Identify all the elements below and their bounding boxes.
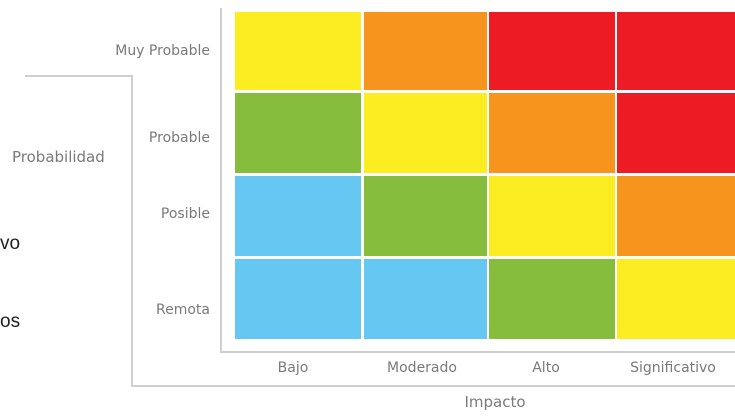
heatmap-cell: [489, 176, 615, 256]
heatmap-cell: [617, 12, 735, 90]
heatmap-cell: [364, 93, 487, 173]
side-text-fragment: os: [0, 311, 21, 332]
heatmap-cell: [235, 176, 361, 256]
row-label-muy-probable: Muy Probable: [115, 43, 210, 59]
heatmap-cell: [364, 12, 487, 90]
y-axis-line: [220, 8, 222, 353]
y-axis-title: Probabilidad: [12, 148, 105, 166]
y-axis-title-rule: [25, 75, 133, 77]
row-label-posible: Posible: [160, 206, 210, 222]
row-label-probable: Probable: [148, 130, 210, 146]
heatmap-cell: [235, 259, 361, 339]
row-label-remota: Remota: [156, 302, 210, 318]
col-label-alto: Alto: [532, 360, 560, 376]
col-label-bajo: Bajo: [277, 360, 309, 376]
heatmap-cell: [617, 259, 735, 339]
heatmap-cell: [364, 259, 487, 339]
heatmap-cell: [489, 93, 615, 173]
heatmap-cell: [617, 93, 735, 173]
col-label-significativo: Significativo: [630, 360, 716, 376]
y-axis-bracket-line: [131, 75, 133, 387]
side-text-fragment: vo: [0, 233, 21, 254]
heatmap-cell: [364, 176, 487, 256]
x-axis-bracket-line: [131, 385, 735, 387]
heatmap-cell: [617, 176, 735, 256]
heatmap-cell: [489, 12, 615, 90]
x-axis-title: Impacto: [464, 393, 526, 411]
heatmap-cell: [489, 259, 615, 339]
heatmap-cell: [235, 12, 361, 90]
col-label-moderado: Moderado: [387, 360, 457, 376]
x-axis-line: [220, 351, 735, 353]
heatmap-cell: [235, 93, 361, 173]
